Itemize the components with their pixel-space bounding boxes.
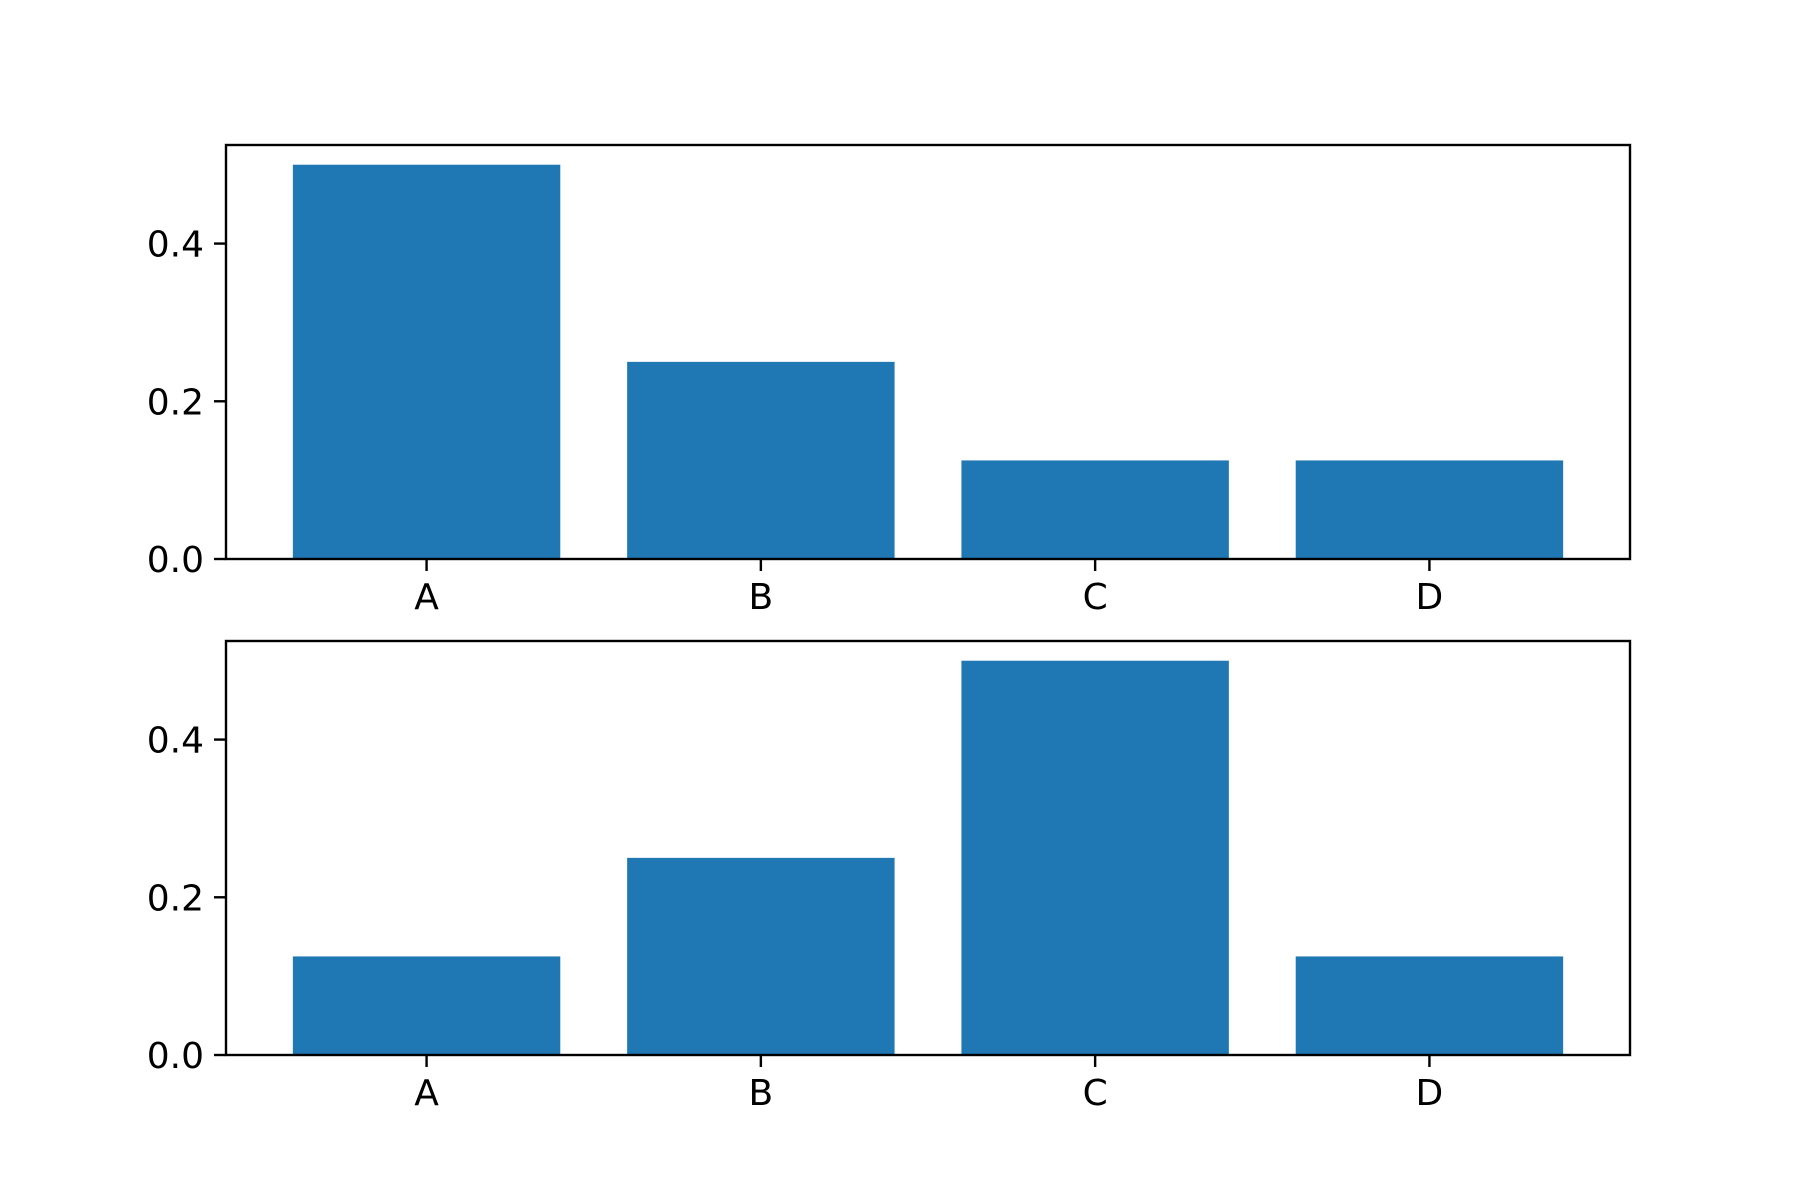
- x-tick-label: C: [1083, 1073, 1108, 1114]
- axes-frame: [224, 143, 1632, 561]
- bar-B: [627, 857, 895, 1055]
- x-tick-label: A: [414, 577, 439, 618]
- bar-A: [292, 956, 561, 1055]
- bar-D: [1295, 460, 1564, 559]
- y-tick-label: 0.4: [147, 225, 204, 266]
- axes-frame: [224, 639, 1632, 1057]
- x-tick-label: C: [1083, 577, 1108, 618]
- x-tick-label: B: [749, 577, 774, 618]
- subplots: A B C D 0.0 0.2 0.4 A B C D 0.0 0.2 0.4: [147, 143, 1632, 1114]
- x-tick-label: D: [1416, 577, 1444, 618]
- subplot-2: A B C D 0.0 0.2 0.4: [147, 639, 1632, 1114]
- y-tick-label: 0.2: [147, 382, 204, 423]
- y-tick-label: 0.4: [147, 721, 204, 762]
- bar-A: [292, 164, 561, 559]
- y-tick-label: 0.0: [147, 1036, 204, 1077]
- x-tick-label: B: [749, 1073, 774, 1114]
- x-tick-label: A: [414, 1073, 439, 1114]
- x-tick-label: D: [1416, 1073, 1444, 1114]
- bar-C: [961, 660, 1229, 1055]
- bar-D: [1295, 956, 1564, 1055]
- y-tick-label: 0.2: [147, 878, 204, 919]
- y-tick-label: 0.0: [147, 540, 204, 581]
- subplot-1: A B C D 0.0 0.2 0.4: [147, 143, 1632, 618]
- bar-C: [961, 460, 1229, 559]
- bar-B: [627, 361, 895, 559]
